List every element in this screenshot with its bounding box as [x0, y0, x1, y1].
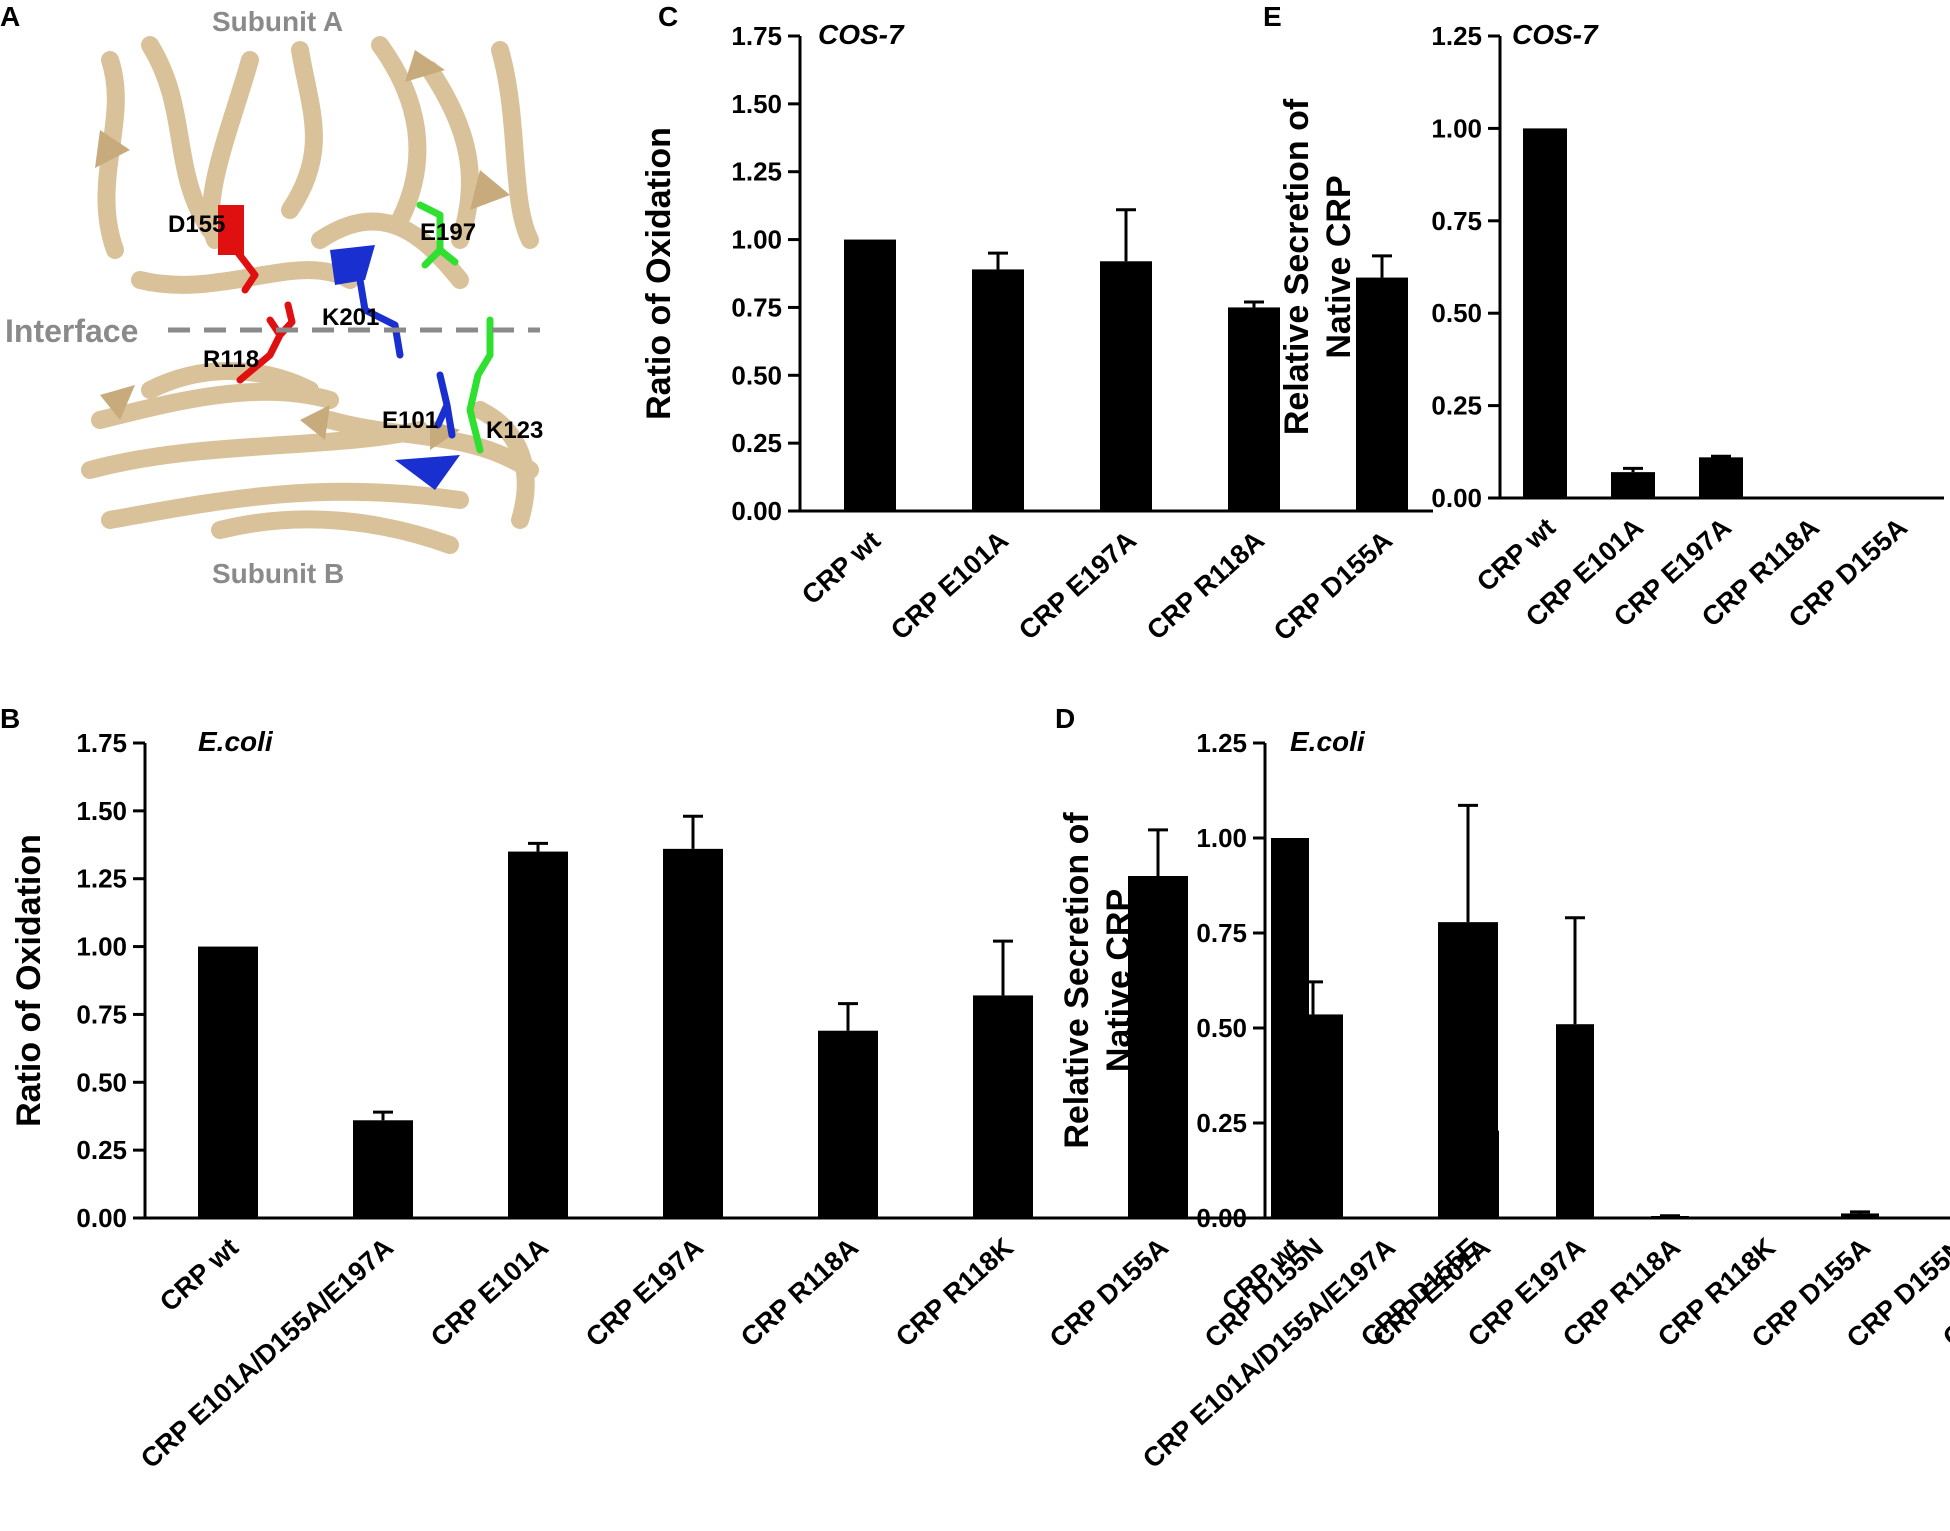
bar — [1611, 472, 1655, 498]
y-tick-label: 0.75 — [1431, 206, 1482, 236]
panel-d: D 0.00 0.25 0.50 0.75 1.00 1.25 Relative Secre… — [1055, 703, 1950, 1474]
sidechain-e101 — [434, 371, 456, 439]
y-tick-label: 1.25 — [1196, 728, 1247, 758]
category-label: CRP wt — [796, 525, 886, 610]
y-tick-label: 0.50 — [1196, 1013, 1247, 1043]
ribbon-subunit-a — [97, 36, 539, 294]
category-label: CRP E197A — [580, 1232, 709, 1352]
bar — [198, 946, 258, 1218]
subunit-b-label: Subunit B — [212, 558, 344, 589]
y-tick-label: 0.50 — [731, 360, 782, 390]
residue-label-r118: R118 — [203, 346, 259, 373]
y-tick-label: 1.25 — [731, 157, 782, 187]
interface-label: Interface — [5, 313, 138, 349]
panel-letter-e: E — [1263, 1, 1282, 32]
bar — [844, 239, 896, 512]
k201-strand — [330, 245, 375, 285]
y-tick-label: 0.50 — [76, 1067, 127, 1097]
bar — [508, 851, 568, 1218]
bar — [1556, 1024, 1594, 1218]
y-tick-label: 1.00 — [1196, 823, 1247, 853]
sidechain-e197 — [416, 201, 459, 269]
subunit-a-label: Subunit A — [212, 6, 343, 37]
e101-strand — [395, 455, 460, 490]
bar — [1271, 838, 1309, 1218]
panel-letter-c: C — [658, 1, 678, 32]
bar — [1461, 1130, 1499, 1218]
panel-letter-a: A — [0, 1, 20, 32]
category-label: CRP D155A — [1268, 525, 1398, 646]
y-axis-title-line-2: Native CRP — [1100, 889, 1138, 1072]
y-tick-label: 1.25 — [76, 864, 127, 894]
y-tick-label: 0.00 — [1431, 483, 1482, 513]
residue-label-k201: K201 — [322, 304, 379, 331]
condition-label: COS-7 — [818, 19, 905, 50]
category-label: CRP wt — [154, 1232, 244, 1317]
bar — [353, 1120, 413, 1218]
bar — [818, 1030, 878, 1218]
y-axis-title: Ratio of Oxidation — [10, 834, 48, 1127]
bar — [972, 269, 1024, 511]
category-label: CRP E101A/D155A/E197A — [135, 1232, 399, 1474]
condition-label: COS-7 — [1512, 19, 1599, 50]
condition-label: E.coli — [1290, 726, 1366, 757]
y-tick-label: 1.50 — [76, 796, 127, 826]
y-axis-title-line-2: Native CRP — [1320, 175, 1358, 358]
condition-label: E.coli — [198, 726, 274, 757]
ribbon-arrows-a — [95, 50, 510, 210]
sidechain-k201 — [356, 276, 404, 359]
bar — [1128, 876, 1188, 1218]
y-tick-label: 0.25 — [76, 1135, 127, 1165]
y-tick-label: 0.25 — [1196, 1108, 1247, 1138]
bar — [1100, 261, 1152, 511]
y-axis-title: Ratio of Oxidation — [640, 127, 678, 420]
category-label: CRP R118A — [735, 1232, 864, 1352]
y-tick-label: 1.25 — [1431, 21, 1482, 51]
residue-label-e101: E101 — [382, 407, 438, 434]
category-label: CRP E197A — [1013, 525, 1142, 645]
panel-a: A — [0, 1, 543, 589]
y-tick-label: 0.00 — [76, 1203, 127, 1233]
side-chains — [218, 201, 494, 490]
y-tick-label: 0.25 — [1431, 391, 1482, 421]
y-tick-label: 1.00 — [1431, 113, 1482, 143]
d155-strand — [218, 205, 244, 255]
bar — [1523, 128, 1567, 498]
residue-label-k123: K123 — [486, 417, 543, 444]
bar — [1699, 457, 1743, 498]
y-axis-title-line-1: Relative Secretion of — [1278, 98, 1316, 435]
residue-label-e197: E197 — [420, 219, 476, 246]
bar — [1841, 1213, 1879, 1218]
panel-letter-b: B — [0, 703, 20, 734]
category-label: CRP E101A — [425, 1232, 554, 1352]
sidechain-k123 — [466, 316, 494, 454]
y-axis-title-line-1: Relative Secretion of — [1058, 812, 1096, 1149]
y-tick-label: 0.75 — [76, 999, 127, 1029]
y-tick-label: 0.75 — [731, 292, 782, 322]
residue-label-d155: D155 — [168, 211, 225, 238]
bar — [1356, 277, 1408, 511]
y-tick-label: 0.75 — [1196, 918, 1247, 948]
y-tick-label: 0.00 — [1196, 1203, 1247, 1233]
y-tick-label: 1.75 — [76, 728, 127, 758]
y-tick-label: 0.25 — [731, 428, 782, 458]
y-tick-label: 0.50 — [1431, 298, 1482, 328]
y-tick-label: 1.00 — [731, 225, 782, 255]
y-tick-label: 0.00 — [731, 496, 782, 526]
bar — [1228, 307, 1280, 511]
bar — [973, 995, 1033, 1218]
y-tick-label: 1.50 — [731, 89, 782, 119]
category-label: CRP E101A — [885, 525, 1014, 645]
category-label: CRP R118K — [890, 1232, 1019, 1353]
category-label: CRP D155A — [1044, 1232, 1174, 1353]
y-tick-label: 1.00 — [76, 932, 127, 962]
panel-letter-d: D — [1055, 703, 1075, 734]
y-tick-label: 1.75 — [731, 21, 782, 51]
structure-image — [81, 36, 540, 554]
category-label: CRP R118A — [1141, 525, 1270, 645]
ribbon-subunit-b — [81, 362, 539, 554]
bar — [663, 848, 723, 1218]
